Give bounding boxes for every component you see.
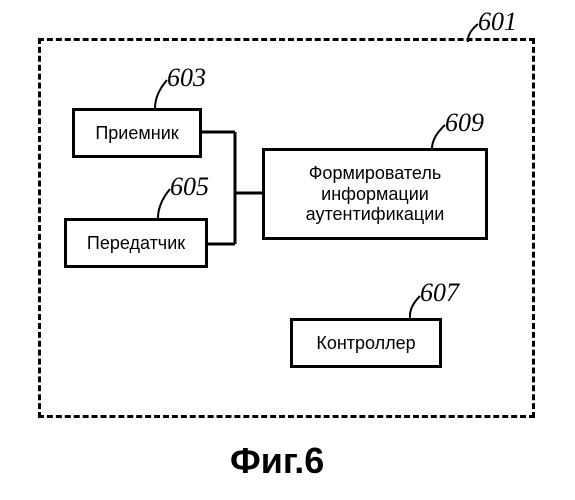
figure-caption: Фиг.6: [230, 440, 324, 482]
diagram-canvas: Приемник Передатчик Формировательинформа…: [0, 0, 575, 500]
connectors-layer: [0, 0, 575, 500]
